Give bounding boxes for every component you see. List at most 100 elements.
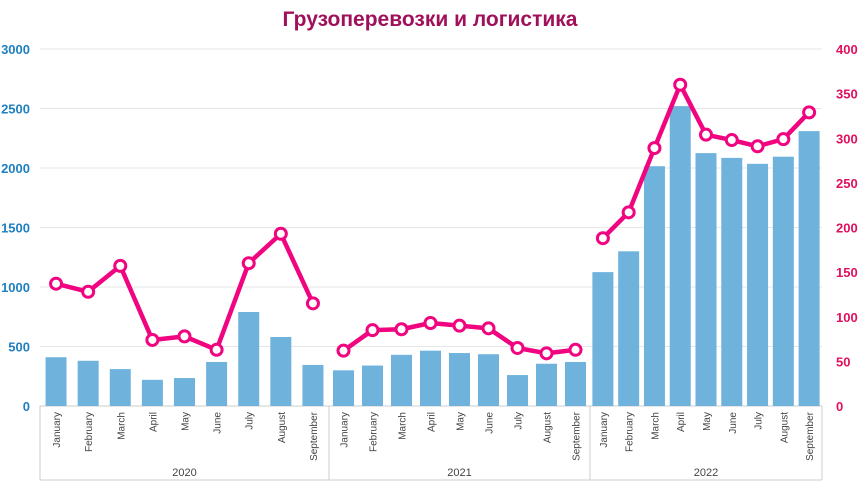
line-marker xyxy=(145,332,160,347)
right-tick-label: 200 xyxy=(836,221,858,236)
month-label: August xyxy=(277,412,288,443)
line-marker xyxy=(776,132,791,147)
line-marker xyxy=(113,258,128,273)
bar xyxy=(391,354,412,406)
month-label: June xyxy=(213,412,224,434)
group-label: 2021 xyxy=(447,467,471,479)
line-marker xyxy=(177,329,192,344)
right-tick-label: 50 xyxy=(836,354,850,369)
month-label: March xyxy=(398,412,409,440)
bar xyxy=(270,336,292,406)
line-marker xyxy=(394,322,409,337)
bar xyxy=(362,365,383,406)
line-marker xyxy=(365,323,380,338)
bar xyxy=(721,157,743,406)
right-tick-label: 100 xyxy=(836,310,858,325)
month-label: September xyxy=(572,411,583,461)
month-label: July xyxy=(514,412,525,430)
left-tick-label: 1500 xyxy=(1,221,30,236)
line-marker xyxy=(49,276,64,291)
line-marker xyxy=(750,139,765,154)
month-label: April xyxy=(676,412,687,432)
bar xyxy=(618,251,640,406)
bar xyxy=(141,379,163,406)
left-tick-label: 2500 xyxy=(1,102,30,117)
group-label: 2020 xyxy=(172,467,196,479)
month-label: March xyxy=(116,412,127,440)
bar xyxy=(478,354,499,406)
bar xyxy=(302,364,324,406)
month-label: July xyxy=(245,412,256,430)
month-label: April xyxy=(427,412,438,432)
bar xyxy=(449,353,470,406)
month-label: July xyxy=(754,412,765,430)
bar xyxy=(592,272,614,406)
line-marker xyxy=(673,77,688,92)
right-tick-label: 150 xyxy=(836,265,858,280)
group-label: 2022 xyxy=(694,467,718,479)
line-marker xyxy=(481,321,496,336)
bar xyxy=(643,166,665,406)
line-marker xyxy=(305,296,320,311)
bar xyxy=(669,106,691,407)
bar xyxy=(536,363,557,406)
bar xyxy=(174,378,195,406)
line-marker xyxy=(452,318,467,333)
left-tick-label: 500 xyxy=(8,340,30,355)
month-label: April xyxy=(148,412,159,432)
bar xyxy=(507,375,528,406)
month-label: March xyxy=(650,412,661,440)
line-marker xyxy=(802,105,817,120)
bar xyxy=(206,361,228,406)
left-tick-label: 1000 xyxy=(1,280,30,295)
line-marker xyxy=(621,205,636,220)
month-label: June xyxy=(728,412,739,434)
line-marker xyxy=(595,231,610,246)
line-marker xyxy=(568,342,583,357)
month-label: January xyxy=(599,412,610,448)
line-marker xyxy=(647,141,662,156)
bar xyxy=(772,156,794,406)
line-marker xyxy=(423,315,438,330)
bar xyxy=(238,311,260,406)
left-tick-label: 3000 xyxy=(1,42,30,57)
line-marker xyxy=(699,127,713,142)
right-tick-label: 400 xyxy=(836,42,858,57)
month-label: September xyxy=(309,411,320,461)
bar xyxy=(565,361,586,406)
month-label: February xyxy=(369,412,380,452)
month-label: September xyxy=(805,411,816,461)
right-tick-label: 300 xyxy=(836,131,858,146)
chart-title: Грузоперевозки и логистика xyxy=(282,8,578,31)
bar xyxy=(420,350,441,406)
line-marker xyxy=(273,226,288,241)
month-label: February xyxy=(84,412,95,452)
month-label: January xyxy=(340,412,351,448)
bar xyxy=(45,357,67,406)
bar xyxy=(109,369,131,406)
line-marker xyxy=(724,133,739,148)
bar xyxy=(747,163,769,406)
month-label: August xyxy=(543,412,554,443)
left-tick-label: 0 xyxy=(23,399,30,414)
bar xyxy=(798,131,820,407)
line-marker xyxy=(81,284,96,299)
month-label: January xyxy=(52,412,63,448)
month-label: August xyxy=(779,412,790,443)
month-label: May xyxy=(702,412,713,431)
line-marker xyxy=(241,256,256,271)
right-tick-label: 0 xyxy=(836,399,843,414)
bar xyxy=(333,370,354,406)
line-marker xyxy=(209,342,224,357)
right-tick-label: 250 xyxy=(836,176,858,191)
bar xyxy=(77,360,99,406)
month-label: June xyxy=(485,412,496,434)
month-label: May xyxy=(456,412,467,431)
line-marker xyxy=(539,346,554,361)
month-label: May xyxy=(181,412,192,431)
right-tick-label: 350 xyxy=(836,87,858,102)
line-marker xyxy=(510,340,525,355)
line-marker xyxy=(336,343,351,358)
